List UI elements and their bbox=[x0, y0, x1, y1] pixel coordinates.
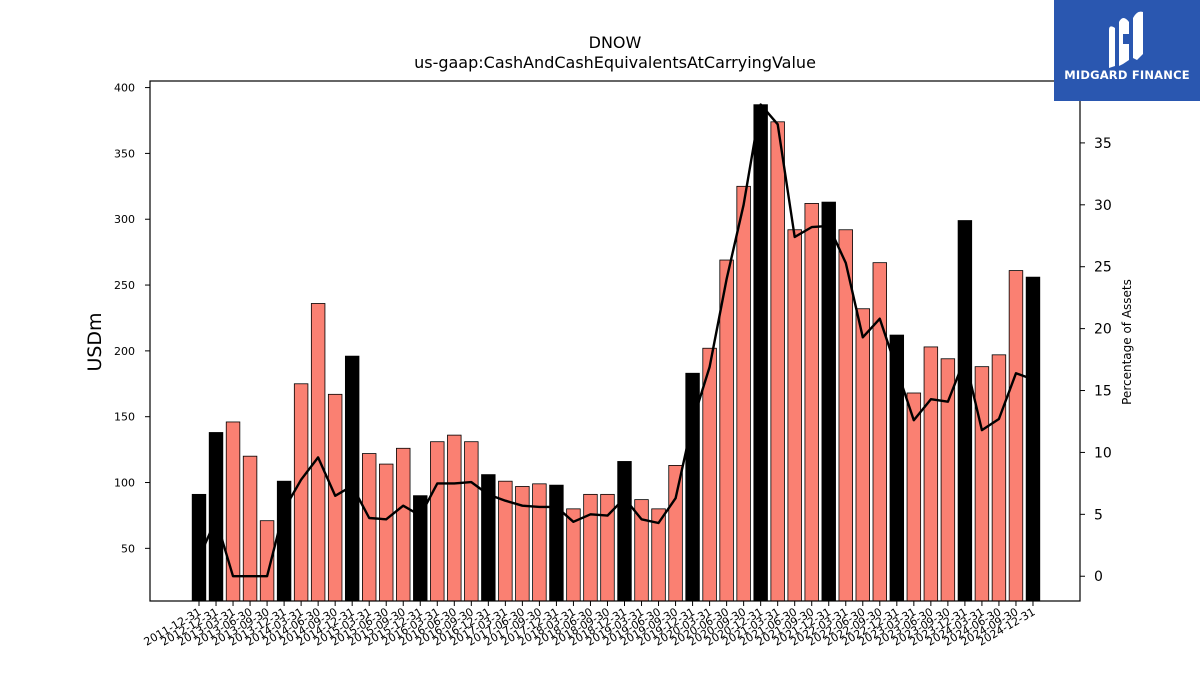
bar-2016-06-30 bbox=[447, 434, 462, 602]
bar-2014-12-31 bbox=[344, 355, 360, 602]
bar-2023-12-31 bbox=[957, 220, 973, 602]
bar-2012-12-31 bbox=[208, 432, 224, 602]
bar-2019-09-30 bbox=[668, 465, 683, 602]
bar-2016-03-31 bbox=[430, 441, 445, 602]
percentage-line bbox=[197, 103, 1034, 578]
bar-2015-09-30 bbox=[396, 447, 411, 602]
bar-2024-06-30 bbox=[991, 354, 1007, 602]
bar-2024-12-31 bbox=[1025, 276, 1041, 602]
bar-2021-12-31 bbox=[821, 201, 836, 602]
y2-tick-label: 25 bbox=[1094, 260, 1112, 276]
plot-frame bbox=[149, 80, 1081, 602]
bar-2024-03-31 bbox=[974, 366, 990, 602]
chart-title: DNOW bbox=[589, 33, 642, 52]
y-tick-label: 150 bbox=[114, 411, 135, 424]
y-tick-label: 400 bbox=[114, 82, 135, 95]
y-tick-label: 50 bbox=[121, 542, 135, 555]
bar-2022-12-31 bbox=[889, 334, 905, 602]
bar-2023-09-30 bbox=[940, 358, 956, 602]
bar-2024-09-30 bbox=[1008, 270, 1024, 602]
bar-2021-03-31 bbox=[770, 121, 785, 602]
bar-2023-03-31 bbox=[906, 392, 922, 602]
brand-logo: MIDGARD FINANCE bbox=[1054, 0, 1200, 101]
bar-2013-06-30 bbox=[242, 455, 258, 602]
bar-2021-06-30 bbox=[787, 229, 802, 602]
bar-2020-06-30 bbox=[719, 259, 734, 602]
bar-2015-03-31 bbox=[361, 453, 377, 602]
y2-tick-label: 5 bbox=[1094, 507, 1103, 523]
bar-2014-09-30 bbox=[327, 393, 343, 602]
bar-2020-09-30 bbox=[736, 185, 751, 602]
bar-2020-12-31 bbox=[753, 104, 768, 602]
y-tick-label: 250 bbox=[114, 279, 135, 292]
bar-2016-09-30 bbox=[464, 441, 479, 602]
y-tick-label: 350 bbox=[114, 147, 135, 160]
y-tick-label: 200 bbox=[114, 345, 135, 358]
bar-2014-06-30 bbox=[310, 303, 326, 602]
y2-tick-label: 15 bbox=[1094, 384, 1112, 400]
bar-2015-06-30 bbox=[379, 463, 394, 602]
bar-2018-06-30 bbox=[583, 493, 598, 602]
bar-2023-06-30 bbox=[923, 346, 939, 602]
bar-2022-06-30 bbox=[855, 308, 870, 602]
y-tick-label: 300 bbox=[114, 213, 135, 226]
logo-icon bbox=[1109, 11, 1143, 68]
y2-axis-label: Percentage of Assets bbox=[1120, 279, 1134, 405]
chart-subtitle: us-gaap:CashAndCashEquivalentsAtCarrying… bbox=[414, 53, 816, 72]
y-axis-label: USDm bbox=[84, 312, 106, 371]
y2-tick-label: 35 bbox=[1094, 136, 1112, 152]
y2-tick-label: 10 bbox=[1094, 445, 1112, 461]
logo-text: MIDGARD FINANCE bbox=[1064, 68, 1190, 82]
y2-tick-label: 20 bbox=[1094, 322, 1112, 338]
y2-tick-label: 30 bbox=[1094, 198, 1112, 214]
bar-2022-09-30 bbox=[872, 262, 888, 602]
y2-tick-label: 0 bbox=[1094, 569, 1103, 585]
bar-2017-09-30 bbox=[532, 483, 547, 602]
bar-2017-12-31 bbox=[549, 484, 564, 602]
bar-2018-12-31 bbox=[617, 461, 632, 602]
bar-2014-03-31 bbox=[293, 383, 309, 602]
bar-2021-09-30 bbox=[804, 203, 819, 602]
y-tick-label: 100 bbox=[114, 477, 135, 490]
